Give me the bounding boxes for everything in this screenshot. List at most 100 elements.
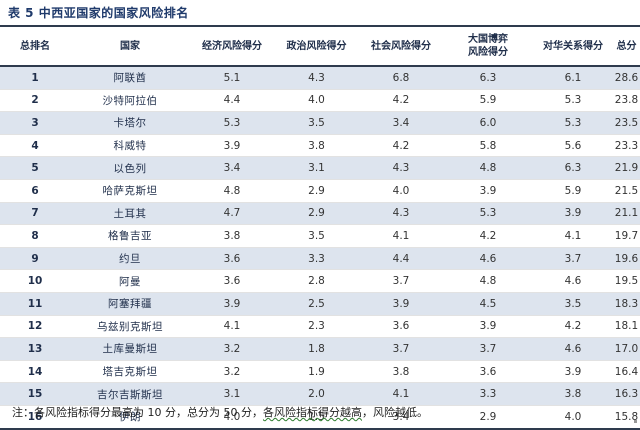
- total-score-cell: 19.5: [613, 269, 640, 293]
- economic-score-cell: 5.1: [190, 66, 274, 90]
- top-rule: [0, 25, 640, 27]
- header-social-risk: 社会风险得分: [359, 27, 443, 67]
- china-relations-score-cell: 5.3: [533, 111, 613, 135]
- total-score-cell: 28.6: [613, 66, 640, 90]
- rank-cell: 7: [0, 202, 70, 226]
- social-score-cell: 4.2: [359, 89, 443, 113]
- table-row: 14 塔吉克斯坦 3.2 1.9 3.8 3.6 3.9 16.4: [0, 360, 640, 384]
- rank-cell: 15: [0, 382, 70, 406]
- china-relations-score-cell: 4.6: [533, 337, 613, 361]
- country-cell: 哈萨克斯坦: [70, 179, 190, 203]
- great-power-score-cell: 3.9: [443, 179, 533, 203]
- great-power-score-cell: 6.0: [443, 111, 533, 135]
- total-score-cell: 17.0: [613, 337, 640, 361]
- economic-score-cell: 3.4: [190, 156, 274, 180]
- china-relations-score-cell: 4.1: [533, 224, 613, 248]
- table-note: 注：各风险指标得分最高为 10 分，总分为 50 分，各风险指标得分越高，风险越…: [12, 403, 428, 423]
- economic-score-cell: 3.1: [190, 382, 274, 406]
- social-score-cell: 4.3: [359, 156, 443, 180]
- social-score-cell: 4.3: [359, 202, 443, 226]
- economic-score-cell: 4.4: [190, 89, 274, 113]
- china-relations-score-cell: 4.6: [533, 269, 613, 293]
- political-score-cell: 1.8: [274, 337, 359, 361]
- rank-cell: 5: [0, 156, 70, 180]
- political-score-cell: 2.3: [274, 315, 359, 339]
- rank-cell: 8: [0, 224, 70, 248]
- great-power-score-cell: 3.6: [443, 360, 533, 384]
- political-score-cell: 2.8: [274, 269, 359, 293]
- economic-score-cell: 3.2: [190, 337, 274, 361]
- total-score-cell: 19.7: [613, 224, 640, 248]
- social-score-cell: 6.8: [359, 66, 443, 90]
- great-power-score-cell: 4.8: [443, 156, 533, 180]
- china-relations-score-cell: 4.2: [533, 315, 613, 339]
- header-total-rank: 总排名: [0, 27, 70, 67]
- table-body: 1 阿联酋 5.1 4.3 6.8 6.3 6.1 28.6 2 沙特阿拉伯 4.4 4.0 4.2 5.…: [0, 66, 640, 430]
- total-score-cell: 21.9: [613, 156, 640, 180]
- total-score-cell: 15.8: [613, 405, 640, 430]
- economic-score-cell: 4.7: [190, 202, 274, 226]
- table-row: 11 阿塞拜疆 3.9 2.5 3.9 4.5 3.5 18.3: [0, 292, 640, 316]
- rank-cell: 6: [0, 179, 70, 203]
- economic-score-cell: 3.6: [190, 247, 274, 271]
- country-cell: 土耳其: [70, 202, 190, 226]
- table-row: 13 土库曼斯坦 3.2 1.8 3.7 3.7 4.6 17.0: [0, 337, 640, 361]
- header-country: 国家: [70, 27, 190, 67]
- china-relations-score-cell: 5.3: [533, 89, 613, 113]
- political-score-cell: 3.5: [274, 111, 359, 135]
- rank-cell: 14: [0, 360, 70, 384]
- rank-cell: 12: [0, 315, 70, 339]
- corner-marker: [634, 420, 637, 423]
- country-cell: 阿塞拜疆: [70, 292, 190, 316]
- great-power-score-cell: 5.8: [443, 134, 533, 158]
- china-relations-score-cell: 3.9: [533, 202, 613, 226]
- china-relations-score-cell: 5.9: [533, 179, 613, 203]
- total-score-cell: 21.1: [613, 202, 640, 226]
- note-prefix: 注：各风险指标得分最高为 10 分，总分为 50 分，: [12, 406, 263, 419]
- rank-cell: 11: [0, 292, 70, 316]
- great-power-score-cell: 4.5: [443, 292, 533, 316]
- note-suffix: ，风险越低。: [361, 406, 428, 419]
- total-score-cell: 18.1: [613, 315, 640, 339]
- social-score-cell: 4.2: [359, 134, 443, 158]
- country-cell: 塔吉克斯坦: [70, 360, 190, 384]
- rank-cell: 9: [0, 247, 70, 271]
- great-power-score-cell: 5.9: [443, 89, 533, 113]
- header-great-power-risk: 大国博弈 风险得分: [443, 27, 533, 67]
- economic-score-cell: 4.8: [190, 179, 274, 203]
- total-score-cell: 21.5: [613, 179, 640, 203]
- political-score-cell: 2.9: [274, 202, 359, 226]
- header-economic-risk: 经济风险得分: [190, 27, 274, 67]
- social-score-cell: 3.9: [359, 292, 443, 316]
- political-score-cell: 2.5: [274, 292, 359, 316]
- great-power-score-cell: 2.9: [443, 405, 533, 430]
- economic-score-cell: 3.6: [190, 269, 274, 293]
- economic-score-cell: 4.0: [190, 405, 274, 430]
- table-title: 表 5 中西亚国家的国家风险排名: [8, 6, 189, 20]
- country-cell: 乌兹别克斯坦: [70, 315, 190, 339]
- total-score-cell: 23.5: [613, 111, 640, 135]
- china-relations-score-cell: 5.6: [533, 134, 613, 158]
- rank-cell: 1: [0, 66, 70, 90]
- rank-cell: 10: [0, 269, 70, 293]
- great-power-score-cell: 4.6: [443, 247, 533, 271]
- china-relations-score-cell: 3.9: [533, 360, 613, 384]
- political-score-cell: 4.0: [274, 89, 359, 113]
- economic-score-cell: 3.9: [190, 134, 274, 158]
- rank-cell: 13: [0, 337, 70, 361]
- header-row: 总排名 国家 经济风险得分 政治风险得分 社会风险得分 大国博弈 风险得分 对华关系得分 总分: [0, 27, 640, 67]
- table-row: 10 阿曼 3.6 2.8 3.7 4.8 4.6 19.5: [0, 269, 640, 293]
- table-row: 15 吉尔吉斯斯坦 3.1 2.0 4.1 3.3 3.8 16.3: [0, 382, 640, 406]
- total-score-cell: 18.3: [613, 292, 640, 316]
- social-score-cell: 3.8: [359, 360, 443, 384]
- total-score-cell: 23.3: [613, 134, 640, 158]
- table-row: 9 约旦 3.6 3.3 4.4 4.6 3.7 19.6: [0, 247, 640, 271]
- total-score-cell: 16.4: [613, 360, 640, 384]
- political-score-cell: 2.9: [274, 179, 359, 203]
- table-row: 5 以色列 3.4 3.1 4.3 4.8 6.3 21.9: [0, 156, 640, 180]
- social-score-cell: 4.1: [359, 224, 443, 248]
- total-score-cell: 23.8: [613, 89, 640, 113]
- table-row: 2 沙特阿拉伯 4.4 4.0 4.2 5.9 5.3 23.8: [0, 89, 640, 113]
- risk-ranking-table: 总排名 国家 经济风险得分 政治风险得分 社会风险得分 大国博弈 风险得分 对华关系得分 总分…: [0, 27, 640, 430]
- rank-cell: 2: [0, 89, 70, 113]
